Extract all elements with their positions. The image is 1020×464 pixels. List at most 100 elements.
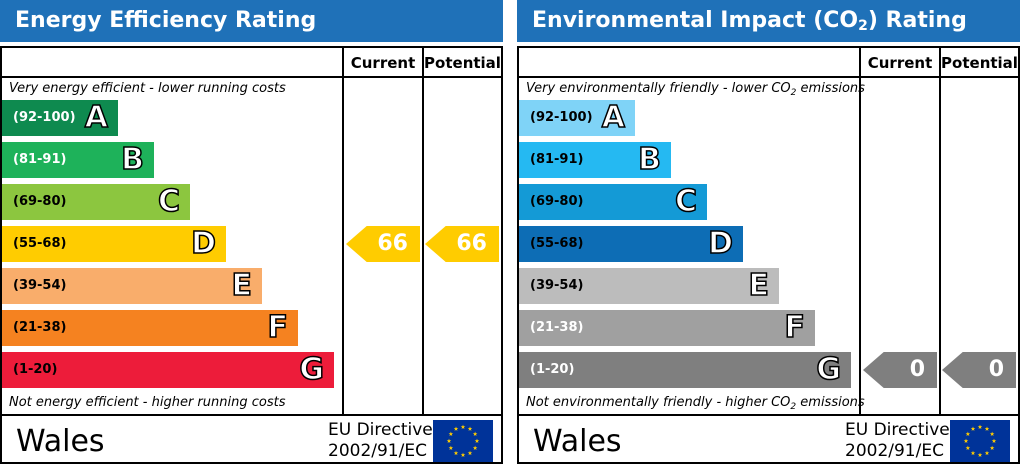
band-letter: E	[748, 267, 770, 304]
eu-flag-icon	[433, 420, 493, 462]
region-label: Wales	[16, 424, 105, 459]
potential-rating-arrow: 66	[425, 226, 499, 262]
band-f: (21-38) F	[519, 309, 815, 346]
current-column-header: Current	[350, 54, 416, 72]
band-range-label: (21-38)	[13, 320, 67, 335]
eu-directive-line2: 2002/91/EC	[845, 441, 944, 461]
band-letter: F	[784, 309, 806, 346]
eu-star	[467, 450, 473, 456]
band-e: (39-54) E	[519, 267, 779, 304]
band-range-label: (55-68)	[13, 236, 67, 251]
bottom-note-suffix: emissions	[796, 395, 865, 410]
top-note-subscript: 2	[790, 88, 797, 98]
band-letter: E	[231, 267, 253, 304]
top-note-suffix: emissions	[796, 81, 865, 96]
band-letter: D	[190, 225, 216, 262]
eu-star	[472, 431, 478, 436]
band-letter: G	[816, 351, 842, 388]
current-column-header: Current	[867, 54, 933, 72]
band-d: (55-68) D	[2, 225, 226, 262]
band-f: (21-38) F	[2, 309, 298, 346]
band-c: (69-80) C	[519, 183, 707, 220]
eu-star	[448, 445, 454, 450]
eu-flag-icon	[950, 420, 1010, 462]
band-letter: C	[674, 183, 698, 220]
band-b: (81-91) B	[519, 141, 671, 178]
band-range-label: (69-80)	[530, 194, 584, 209]
eu-directive-label: EU Directive 2002/91/EC	[328, 420, 433, 462]
region-label: Wales	[533, 424, 622, 459]
current-column-divider	[859, 48, 861, 416]
eu-star	[977, 424, 983, 429]
band-g: (1-20) G	[519, 351, 851, 388]
band-letter: G	[299, 351, 325, 388]
eu-star	[991, 438, 997, 443]
eu-star	[963, 438, 969, 443]
potential-column-header: Potential	[941, 54, 1018, 72]
current-rating-arrow: 0	[863, 352, 937, 388]
header-divider	[2, 76, 501, 78]
band-letter: F	[267, 309, 289, 346]
band-range-label: (81-91)	[530, 152, 584, 167]
band-d: (55-68) D	[519, 225, 743, 262]
environmental-impact-title: Environmental Impact (CO2) Rating	[517, 0, 1020, 42]
eu-star	[989, 445, 995, 450]
top-note: Very environmentally friendly - lower CO…	[526, 81, 865, 98]
bottom-note-subscript: 2	[790, 402, 797, 412]
eu-directive-line2: 2002/91/EC	[328, 441, 427, 461]
eu-star	[965, 431, 971, 436]
current-rating-arrow: 66	[346, 226, 420, 262]
environmental-impact-panel: Environmental Impact (CO2) Rating Curren…	[517, 0, 1020, 464]
potential-column-divider	[422, 48, 424, 416]
eu-star	[965, 445, 971, 450]
eu-star	[970, 426, 976, 431]
band-letter: B	[120, 141, 144, 178]
band-range-label: (21-38)	[530, 320, 584, 335]
title-subscript: 2	[858, 18, 868, 34]
eu-star	[970, 450, 976, 456]
eu-star	[453, 426, 459, 431]
eu-directive-label: EU Directive 2002/91/EC	[845, 420, 950, 462]
top-note: Very energy efficient - lower running co…	[9, 81, 286, 96]
band-range-label: (92-100)	[530, 110, 593, 125]
energy-efficiency-frame: Current Potential Very energy efficient …	[0, 46, 503, 464]
band-letter: A	[601, 99, 626, 136]
eu-star	[460, 452, 466, 457]
current-column-divider	[342, 48, 344, 416]
band-range-label: (81-91)	[13, 152, 67, 167]
energy-efficiency-panel: Energy Efficiency Rating Current Potenti…	[0, 0, 503, 464]
eu-star	[446, 438, 452, 443]
eu-star	[453, 450, 459, 456]
band-range-label: (92-100)	[13, 110, 76, 125]
eu-star	[984, 426, 990, 431]
band-range-label: (1-20)	[530, 362, 575, 377]
bottom-note: Not environmentally friendly - higher CO…	[526, 395, 865, 412]
band-b: (81-91) B	[2, 141, 154, 178]
band-letter: C	[157, 183, 181, 220]
band-g: (1-20) G	[2, 351, 334, 388]
eu-star	[984, 450, 990, 456]
bottom-note-prefix: Not environmentally friendly - higher CO	[526, 395, 791, 410]
band-letter: D	[707, 225, 733, 262]
footer-divider	[519, 414, 1018, 416]
band-a: (92-100) A	[2, 99, 118, 136]
title-prefix: Environmental Impact (CO	[532, 8, 859, 33]
band-letter: A	[84, 99, 109, 136]
potential-rating-arrow: 0	[942, 352, 1016, 388]
top-note-prefix: Very environmentally friendly - lower CO	[526, 81, 791, 96]
eu-star	[977, 452, 983, 457]
eu-star	[448, 431, 454, 436]
title-suffix: ) Rating	[867, 8, 967, 33]
environmental-impact-frame: Current Potential Very environmentally f…	[517, 46, 1020, 464]
eu-star	[474, 438, 480, 443]
band-letter: B	[637, 141, 661, 178]
band-range-label: (55-68)	[530, 236, 584, 251]
footer-divider	[2, 414, 501, 416]
bottom-note: Not energy efficient - higher running co…	[9, 395, 286, 410]
eu-star	[472, 445, 478, 450]
band-range-label: (39-54)	[530, 278, 584, 293]
energy-efficiency-title: Energy Efficiency Rating	[0, 0, 503, 42]
eu-star	[989, 431, 995, 436]
band-range-label: (39-54)	[13, 278, 67, 293]
band-a: (92-100) A	[519, 99, 635, 136]
